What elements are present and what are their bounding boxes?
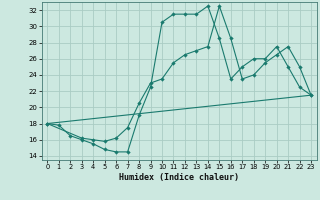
X-axis label: Humidex (Indice chaleur): Humidex (Indice chaleur) <box>119 173 239 182</box>
